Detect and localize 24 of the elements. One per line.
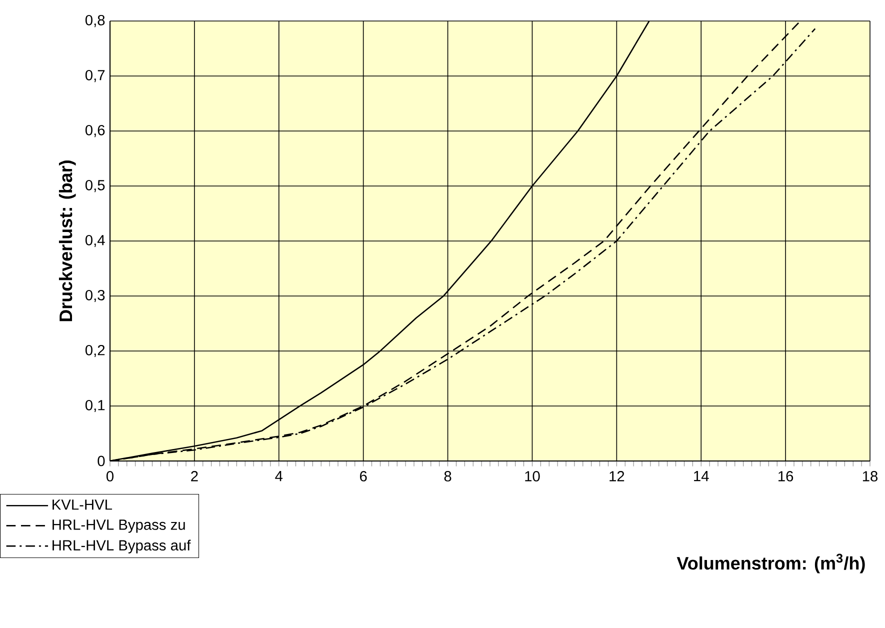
x-tick-label: 6 xyxy=(360,471,367,482)
x-axis-title: Volumenstrom: (m$^{3}$/h) xyxy=(676,554,865,574)
x-tick-label: 18 xyxy=(862,471,878,482)
x-tick-label: 8 xyxy=(444,471,452,482)
y-tick-label: 0 xyxy=(98,456,105,466)
legend-label: HRL-HVL Bypass zu xyxy=(52,520,185,533)
y-tick-label: 0,5 xyxy=(85,180,105,192)
legend-label: KVL-HVL xyxy=(52,500,112,510)
x-tick-label: 0 xyxy=(106,471,114,482)
y-tick-label: 0,6 xyxy=(85,124,105,138)
y-tick-label: 0,8 xyxy=(85,14,105,28)
x-tick-label: 4 xyxy=(275,471,283,482)
y-tick-label: 0,3 xyxy=(85,290,105,302)
y-tick-label: 0,4 xyxy=(85,234,105,248)
y-tick-label: 0,2 xyxy=(85,344,105,358)
x-tick-label: 16 xyxy=(778,471,794,482)
x-tick-label: 14 xyxy=(694,471,709,482)
x-tick-label: 10 xyxy=(525,471,540,482)
y-tick-label: 0,7 xyxy=(85,70,105,82)
x-tick-label: 12 xyxy=(610,471,624,482)
y-axis-title: Druckverlust: (bar) xyxy=(58,160,76,322)
x-tick-label: 2 xyxy=(191,471,198,482)
y-tick-label: 0,1 xyxy=(85,400,105,412)
legend-label: HRL-HVL Bypass auf xyxy=(52,540,191,554)
